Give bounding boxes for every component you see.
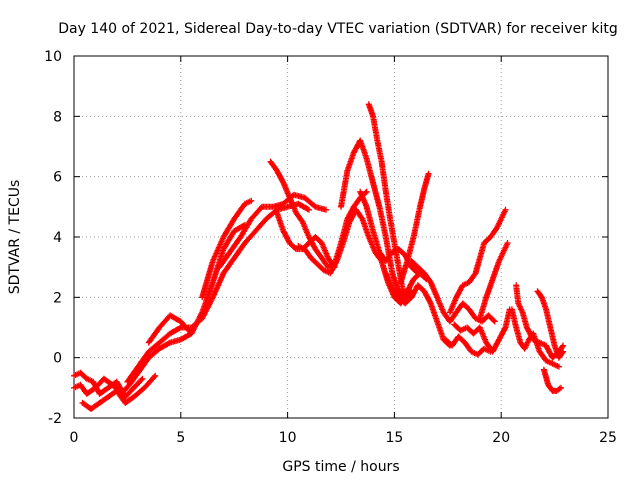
y-tick-label: 0 bbox=[53, 351, 62, 367]
series-track-24 bbox=[540, 366, 564, 394]
y-tick-label: 4 bbox=[53, 230, 62, 246]
series-markers bbox=[357, 188, 421, 277]
series-track-9 bbox=[273, 209, 338, 271]
series-markers bbox=[534, 288, 567, 361]
series-markers bbox=[446, 206, 509, 316]
series-track-5 bbox=[145, 221, 248, 346]
x-axis-label: GPS time / hours bbox=[282, 459, 399, 475]
series-markers bbox=[442, 333, 494, 358]
series-track-16 bbox=[408, 258, 498, 325]
x-tick-label: 5 bbox=[176, 430, 185, 446]
y-tick-labels: -2 0 2 4 6 8 10 bbox=[44, 49, 62, 427]
series-markers bbox=[145, 221, 248, 346]
series-track-22 bbox=[508, 306, 562, 370]
series-markers bbox=[295, 206, 430, 307]
x-tick-label: 15 bbox=[385, 430, 403, 446]
x-tick-label: 10 bbox=[279, 430, 297, 446]
series-markers bbox=[273, 209, 338, 271]
series-markers bbox=[216, 191, 329, 271]
y-tick-label: 2 bbox=[53, 290, 62, 306]
y-tick-label: 8 bbox=[53, 109, 62, 125]
series-track-3 bbox=[79, 372, 159, 412]
y-tick-label: 10 bbox=[44, 49, 62, 65]
series-track-2 bbox=[71, 369, 146, 400]
series-markers bbox=[199, 197, 255, 301]
data-series bbox=[71, 101, 567, 412]
x-tick-labels: 0 5 10 15 20 25 bbox=[70, 430, 617, 446]
series-track-6 bbox=[199, 197, 255, 301]
series-track-13 bbox=[357, 188, 421, 277]
y-tick-label: -2 bbox=[48, 411, 62, 427]
series-markers bbox=[540, 366, 564, 394]
series-markers bbox=[79, 372, 159, 412]
series-track-14 bbox=[397, 170, 432, 286]
axis-ticks bbox=[73, 55, 609, 419]
x-tick-label: 25 bbox=[599, 430, 617, 446]
series-markers bbox=[508, 306, 562, 370]
x-tick-label: 0 bbox=[70, 430, 79, 446]
series-markers bbox=[476, 240, 511, 322]
series-track-17 bbox=[446, 206, 509, 316]
series-track-10 bbox=[295, 206, 430, 307]
series-track-23 bbox=[534, 288, 567, 361]
series-track-20 bbox=[476, 240, 511, 322]
x-tick-label: 20 bbox=[492, 430, 510, 446]
series-markers bbox=[382, 270, 453, 349]
series-track-15 bbox=[382, 270, 453, 349]
y-axis-label: SDTVAR / TECUs bbox=[7, 180, 23, 295]
series-markers bbox=[397, 170, 432, 286]
series-markers bbox=[408, 258, 498, 325]
series-markers bbox=[71, 369, 146, 400]
series-track-7 bbox=[216, 191, 329, 271]
y-tick-label: 6 bbox=[53, 170, 62, 186]
chart-title: Day 140 of 2021, Sidereal Day-to-day VTE… bbox=[58, 21, 618, 37]
series-track-19 bbox=[442, 333, 494, 358]
